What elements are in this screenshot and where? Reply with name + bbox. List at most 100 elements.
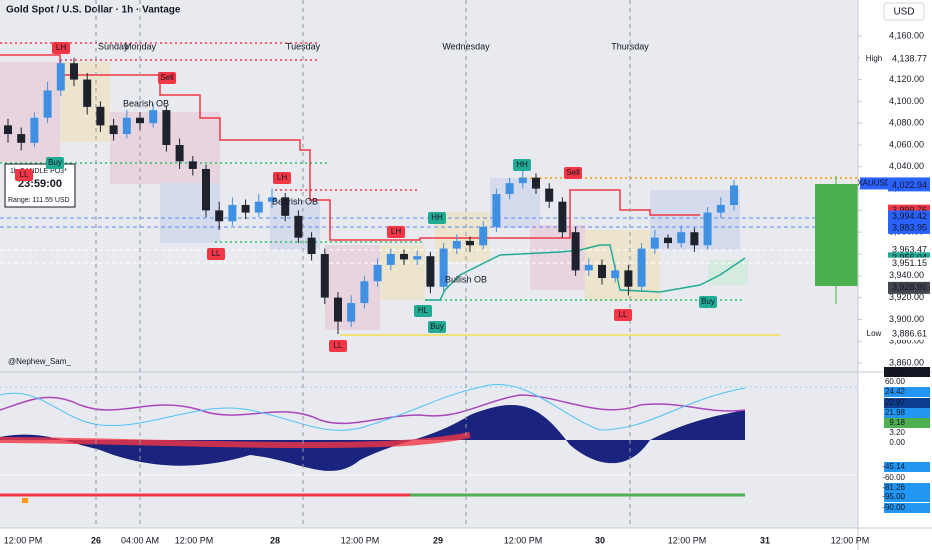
structure-label-box [428,212,446,224]
indicator-tag-box [884,428,930,438]
structure-label: Sell [566,168,580,177]
indicator-tag: 22.97 [885,398,906,407]
indicator-tag-box [884,398,930,408]
indicator-tag: 21.98 [885,408,906,417]
y-tick-label: 4,160.00 [889,30,924,40]
candle-body [624,270,633,287]
candle-body [254,201,263,213]
candle-body [677,232,686,244]
currency-button[interactable] [883,2,925,21]
indicator-tag: 68.73 [885,367,906,376]
x-tick-label: 12:00 PM [668,535,707,545]
y-tick-label: 4,040.00 [889,161,924,171]
indicator-tag: -60.00 [882,473,905,482]
candle-body [452,240,461,249]
x-tick-label: 30 [595,535,605,545]
candle-body [307,237,316,255]
indicator-tag-box [884,483,930,493]
candle-body [17,134,26,143]
price-tag-name: Low [867,329,882,338]
structure-label: LL [619,310,628,319]
x-tick-label: 12:00 PM [175,535,214,545]
candle-body [122,117,131,135]
candle-body [413,256,422,260]
structure-label-box [46,157,64,169]
structure-label: Sell [160,73,174,82]
structure-label: LH [277,173,287,182]
structure-label-box [513,159,531,171]
structure-label-box [329,340,347,352]
x-tick-label: 26 [91,535,101,545]
structure-label-box [414,305,432,317]
price-tag: 3,963.47 [892,245,927,255]
candle-body [584,264,593,271]
indicator-tag-box [884,408,930,418]
x-tick-label: 12:00 PM [831,535,870,545]
indicator-tag-box [884,503,930,513]
candle-body [215,210,224,222]
indicator-tag: 3.20 [889,428,905,437]
candle-body [109,125,118,135]
candle-body [611,270,620,278]
candle-body [202,168,210,211]
price-tag-name-box [860,53,888,66]
structure-label-box [614,309,632,321]
candle-body [426,256,435,287]
price-tag-name: XAUUSD [857,179,891,188]
y-tick-label: 3,880.00 [889,336,924,346]
structure-label: LL [334,341,343,350]
candle-body [637,248,646,287]
price-tag-name: High [866,54,882,63]
candle-body [56,63,65,91]
price-tag: 4,022.94 [892,180,927,190]
candle-body [30,117,39,143]
price-tag: 3,886.61 [892,328,927,338]
candle-body [96,106,105,126]
price-tag: 4,138.77 [892,53,927,63]
candle-body [268,197,276,202]
candle-body [136,117,144,124]
candle-body [334,297,342,322]
structure-label: LL [20,170,29,179]
indicator-tag: 0.00 [889,438,905,447]
structure-label: HH [431,213,443,222]
candle-body [400,254,408,260]
candle-body [716,204,725,213]
candle-body [730,185,738,205]
indicator-tag-box [884,418,930,428]
candle-body [532,177,540,189]
candle-body [228,204,237,222]
chart-title: Gold Spot / U.S. Dollar · 1h · Vantage [6,5,181,16]
day-label: Monday [124,41,157,51]
price-tag-name-box [860,328,888,341]
price-tag-box [888,221,930,234]
indicator-tag-box [884,377,930,387]
structure-label: HH [516,160,528,169]
indicator-tag: 60.00 [885,377,906,386]
price-tag: 3,928.96 [892,282,927,292]
structure-label-box [273,172,291,184]
x-tick-label: 31 [760,535,770,545]
day-label: Thursday [611,41,649,51]
info-title: 1h CANDLE PO3* [10,168,67,175]
y-tick-label: 4,080.00 [889,118,924,128]
structure-label-box [207,248,225,260]
watermark: @Nephew_Sam_ [8,357,71,366]
candle-body [690,232,699,246]
info-range: Range: 111.55 USD [8,197,70,204]
currency-label[interactable]: USD [893,7,914,18]
price-tag-name-box [860,177,888,190]
zone-label: Bullish OB [445,274,487,284]
zone-label: Bearish OB [272,196,318,206]
candle-body [320,254,329,298]
price-tag-box [888,257,930,270]
y-tick-label: 3,860.00 [889,357,924,367]
candle-body [373,264,382,282]
candle-body [347,303,356,322]
candle-body [518,177,527,184]
zone-label: Bearish OB [123,98,169,108]
candle-body [175,144,184,162]
y-tick-label: 4,100.00 [889,96,924,106]
candle-body [703,212,712,246]
